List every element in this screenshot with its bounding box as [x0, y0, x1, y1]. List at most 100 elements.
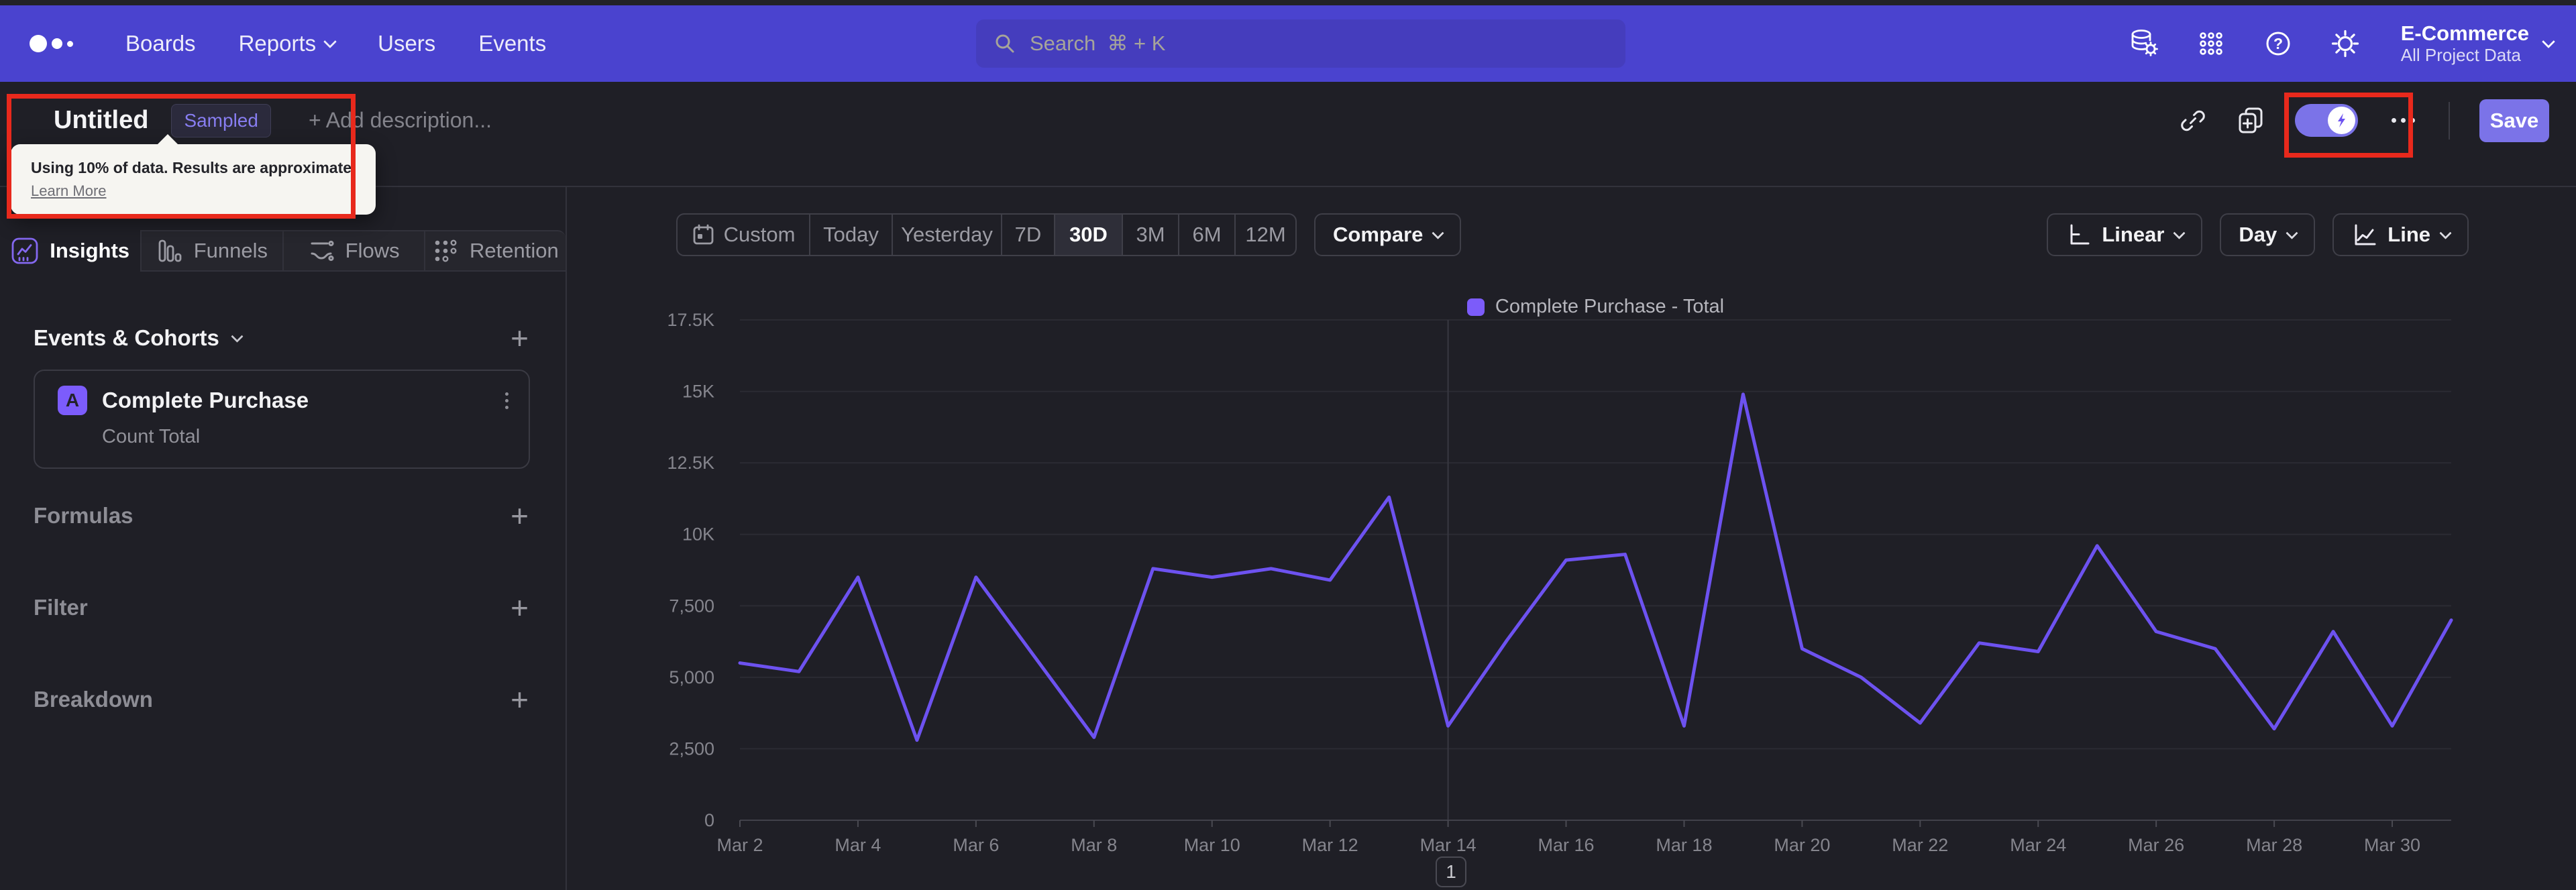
range-6m[interactable]: 6M [1178, 215, 1234, 255]
project-scope: All Project Data [2400, 44, 2521, 65]
nav-item-boards[interactable]: Boards [125, 31, 196, 56]
x-axis-label: Mar 8 [1071, 835, 1117, 855]
range-7d[interactable]: 7D [1001, 215, 1054, 255]
report-type-tabs: Insights Funnels [0, 230, 566, 272]
range-label: 30D [1069, 223, 1108, 246]
learn-more-link[interactable]: Learn More [31, 182, 107, 199]
line-chart-plot[interactable]: 0 2,500 5,000 7,500 10K 12.5K 15K 17.5K Mar 2 Mar… [567, 187, 2575, 890]
top-nav: Boards Reports Users Events [0, 5, 2576, 82]
range-label: Today [823, 223, 879, 246]
y-axis-label: 10K [682, 524, 714, 545]
compare-button[interactable]: Compare [1314, 213, 1462, 256]
x-axis-label: Mar 26 [2128, 835, 2184, 855]
chart-controls: Custom Today Yesterday 7D 30D 3M 6M 12M … [676, 213, 2469, 256]
x-axis-label: Mar 6 [953, 835, 999, 855]
x-axis-label: Mar 14 [1420, 835, 1477, 855]
chevron-down-icon [323, 35, 337, 49]
help-icon[interactable]: ? [2263, 28, 2294, 59]
nav-item-label: Reports [238, 31, 317, 56]
range-label: Custom [723, 223, 796, 246]
logo-dot-icon [52, 38, 62, 49]
nav-item-events[interactable]: Events [478, 31, 546, 56]
range-label: 3M [1136, 223, 1165, 246]
event-card[interactable]: A Complete Purchase Count Total [34, 370, 530, 469]
y-axis-label: 7,500 [669, 596, 714, 616]
chevron-down-icon [231, 329, 244, 343]
scale-dropdown[interactable]: Linear [2047, 213, 2203, 256]
x-axis-label: Mar 28 [2246, 835, 2302, 855]
nav-item-label: Users [378, 31, 436, 56]
settings-gear-icon[interactable] [2330, 28, 2361, 59]
section-label: Filter [34, 595, 88, 620]
report-title[interactable]: Untitled [54, 106, 149, 134]
y-axis-label: 15K [682, 382, 714, 402]
range-custom[interactable]: Custom [678, 215, 809, 255]
legend-swatch[interactable] [1466, 298, 1485, 316]
y-axis-label: 12.5K [667, 453, 714, 473]
add-filter-button[interactable]: + [511, 590, 529, 625]
y-axis-label: 2,500 [669, 738, 714, 759]
sampling-tooltip: Using 10% of data. Results are approxima… [11, 134, 376, 215]
mixpanel-logo[interactable] [30, 35, 73, 52]
insights-icon [11, 237, 38, 264]
add-event-button[interactable]: + [511, 321, 529, 355]
chart-type-dropdown[interactable]: Line [2332, 213, 2469, 256]
section-label: Breakdown [34, 687, 153, 712]
add-description-button[interactable]: + Add description... [308, 108, 492, 132]
x-axis-label: Mar 12 [1302, 835, 1358, 855]
events-cohorts-title[interactable]: Events & Cohorts [34, 325, 244, 351]
nav-item-reports[interactable]: Reports [238, 31, 337, 56]
range-12m[interactable]: 12M [1234, 215, 1295, 255]
search-input[interactable] [976, 19, 1625, 68]
range-today[interactable]: Today [809, 215, 892, 255]
range-yesterday[interactable]: Yesterday [892, 215, 1001, 255]
more-options-button[interactable] [2387, 114, 2419, 127]
y-axis-label: 5,000 [669, 667, 714, 687]
range-3m[interactable]: 3M [1122, 215, 1178, 255]
ellipsis-dot [2410, 118, 2415, 123]
series-letter-badge: A [58, 386, 87, 415]
query-sidebar: Insights Funnels [0, 187, 567, 890]
flows-icon [311, 240, 334, 262]
interval-dropdown[interactable]: Day [2220, 213, 2316, 256]
x-axis-label: Mar 10 [1184, 835, 1240, 855]
event-metric[interactable]: Count Total [102, 426, 201, 447]
search-field[interactable] [1028, 31, 1608, 56]
event-name[interactable]: Complete Purchase [102, 388, 309, 412]
tab-flows[interactable]: Flows [282, 230, 424, 272]
tab-label: Insights [50, 239, 130, 262]
tab-insights[interactable]: Insights [0, 230, 141, 272]
tab-retention[interactable]: Retention [423, 230, 566, 272]
apps-grid-icon[interactable] [2196, 28, 2226, 59]
linear-scale-icon [2070, 224, 2090, 245]
add-formula-button[interactable]: + [511, 498, 529, 533]
tab-funnels[interactable]: Funnels [140, 230, 282, 272]
pagination-page-button[interactable]: 1 [1436, 856, 1466, 887]
kebab-dot [505, 398, 508, 402]
data-management-icon[interactable] [2129, 28, 2159, 59]
copy-link-icon[interactable] [2180, 107, 2206, 134]
chart-legend: Complete Purchase - Total [740, 296, 2451, 318]
svg-text:?: ? [2273, 35, 2283, 52]
sampling-toggle[interactable] [2295, 104, 2358, 137]
chart-line [738, 392, 2453, 742]
nav-item-users[interactable]: Users [378, 31, 435, 56]
project-selector[interactable]: E-Commerce All Project Data [2400, 21, 2555, 66]
event-options-button[interactable] [501, 388, 513, 413]
lightning-bolt-icon [2337, 113, 2345, 127]
x-axis-label: Mar 16 [1538, 835, 1594, 855]
add-breakdown-button[interactable]: + [511, 682, 529, 717]
kebab-dot [505, 392, 508, 396]
x-axis-label: Mar 2 [716, 835, 763, 855]
range-30d[interactable]: 30D [1054, 215, 1122, 255]
x-axis-label: Mar 20 [1774, 835, 1830, 855]
divider [2449, 101, 2450, 140]
report-header: Untitled Sampled + Add description... [0, 82, 2576, 187]
add-to-board-icon[interactable] [2236, 105, 2265, 136]
nav-item-label: Events [478, 31, 547, 56]
x-axis-label: Mar 30 [2364, 835, 2420, 855]
range-label: 7D [1014, 223, 1042, 246]
sampled-badge[interactable]: Sampled [171, 103, 271, 137]
window-top-strip [0, 0, 2576, 5]
save-button[interactable]: Save [2479, 99, 2549, 142]
